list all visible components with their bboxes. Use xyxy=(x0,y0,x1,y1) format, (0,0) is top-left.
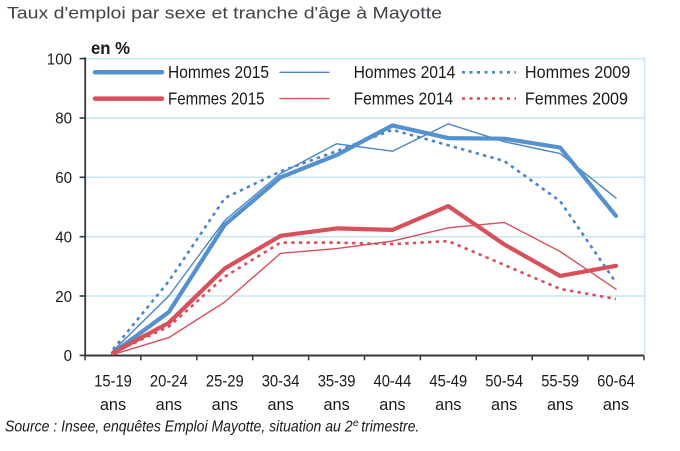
svg-text:0: 0 xyxy=(64,348,72,365)
svg-text:100: 100 xyxy=(47,51,72,68)
svg-text:40-44: 40-44 xyxy=(374,371,412,390)
svg-text:60: 60 xyxy=(55,170,72,187)
svg-text:trimestre.: trimestre. xyxy=(361,419,419,436)
svg-text:45-49: 45-49 xyxy=(429,371,467,390)
svg-text:30-34: 30-34 xyxy=(262,371,300,390)
svg-text:ans: ans xyxy=(212,395,238,414)
svg-text:ans: ans xyxy=(100,395,126,414)
svg-text:Hommes 2009: Hommes 2009 xyxy=(525,62,630,82)
svg-text:ans: ans xyxy=(267,395,293,414)
svg-text:Source : Insee, enquêtes Emplo: Source : Insee, enquêtes Emploi Mayotte,… xyxy=(5,419,353,436)
svg-text:ans: ans xyxy=(379,395,405,414)
svg-text:ans: ans xyxy=(491,395,517,414)
svg-text:60-64: 60-64 xyxy=(597,371,635,390)
svg-text:ans: ans xyxy=(323,395,349,414)
svg-text:Femmes 2014: Femmes 2014 xyxy=(354,88,454,108)
svg-text:Hommes 2015: Hommes 2015 xyxy=(168,62,269,82)
svg-text:20: 20 xyxy=(55,289,72,306)
svg-text:ans: ans xyxy=(156,395,182,414)
svg-text:en %: en % xyxy=(91,38,130,58)
svg-text:15-19: 15-19 xyxy=(94,371,132,390)
svg-text:ans: ans xyxy=(547,395,573,414)
svg-text:Taux d'emploi par sexe et tran: Taux d'emploi par sexe et tranche d'âge … xyxy=(7,5,442,23)
svg-text:ans: ans xyxy=(603,395,629,414)
svg-text:55-59: 55-59 xyxy=(541,371,579,390)
svg-text:80: 80 xyxy=(55,111,72,128)
svg-text:Hommes 2014: Hommes 2014 xyxy=(354,62,456,82)
svg-text:20-24: 20-24 xyxy=(150,371,188,390)
svg-text:40: 40 xyxy=(55,229,72,246)
svg-text:ans: ans xyxy=(435,395,461,414)
svg-text:Femmes 2015: Femmes 2015 xyxy=(168,88,265,108)
svg-text:50-54: 50-54 xyxy=(485,371,523,390)
svg-text:35-39: 35-39 xyxy=(318,371,356,390)
svg-text:Femmes 2009: Femmes 2009 xyxy=(525,88,628,108)
svg-text:25-29: 25-29 xyxy=(206,371,244,390)
svg-text:e: e xyxy=(353,417,359,429)
